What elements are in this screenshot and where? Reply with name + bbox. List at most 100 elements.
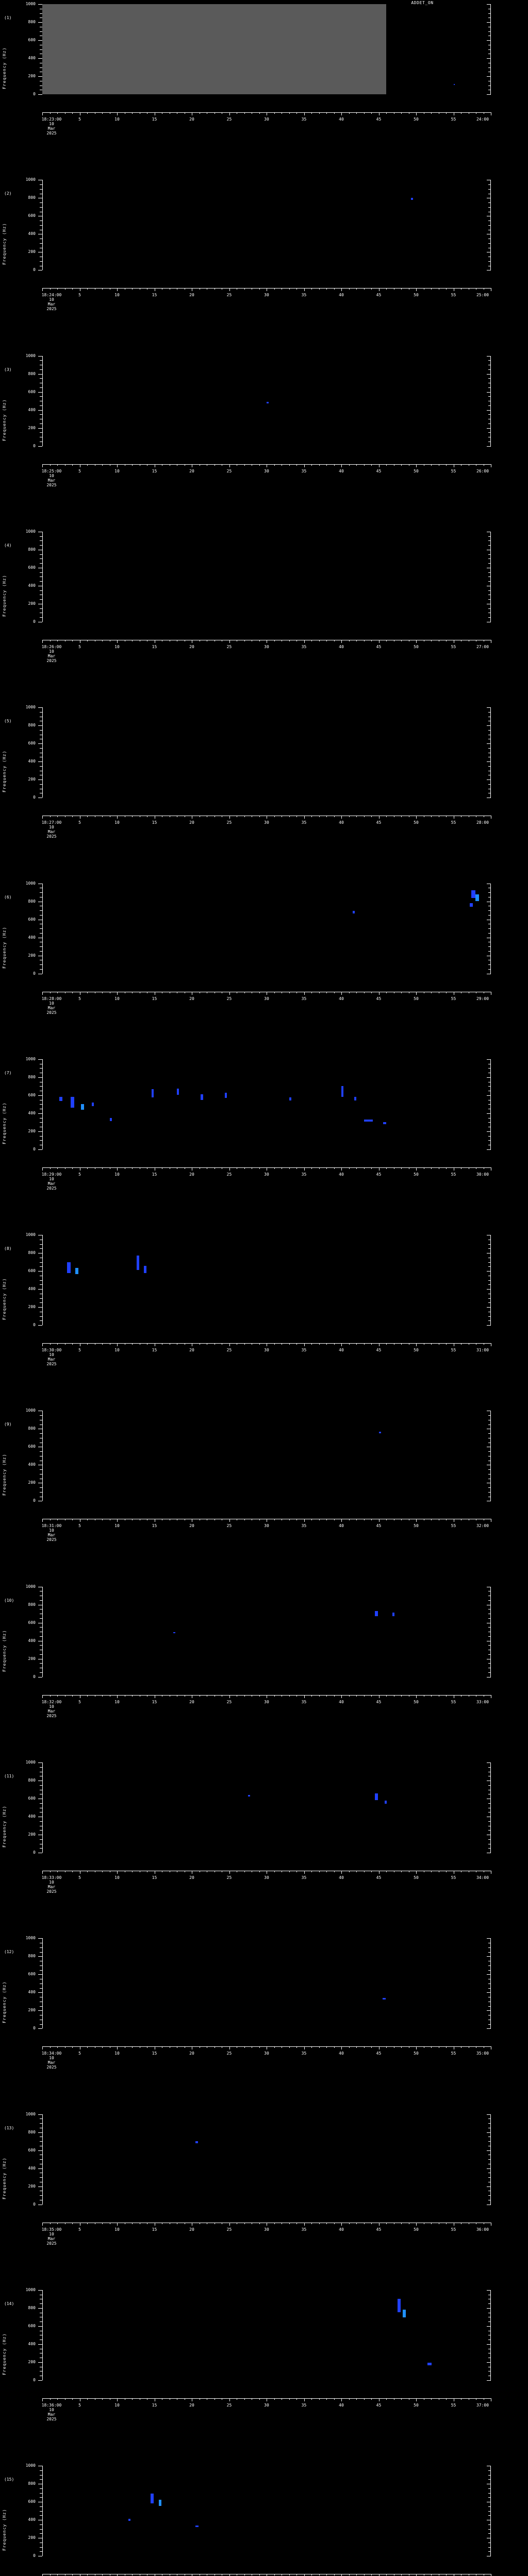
y-tick-right: [488, 31, 491, 32]
y-tick-label: 0: [33, 443, 36, 448]
x-axis-end-label: 31:00: [476, 1348, 489, 1353]
x-tick: [289, 112, 290, 114]
x-tick: [378, 1167, 380, 1171]
x-tick: [274, 2398, 275, 2400]
y-tick-label: 400: [28, 1110, 36, 1115]
y-tick-right: [488, 1284, 491, 1285]
x-axis-date-month: Mar: [47, 829, 56, 835]
x-tick: [87, 1343, 88, 1345]
x-tick: [334, 639, 335, 641]
x-tick: [102, 2574, 103, 2576]
y-tick-right: [488, 423, 491, 424]
detection-mark: [136, 1256, 140, 1270]
y-tick-right: [488, 1122, 491, 1123]
x-tick-label: 10: [114, 820, 120, 825]
y-axis-left-spine: [42, 1762, 43, 1853]
x-axis-end-label: 33:00: [476, 1699, 489, 1704]
x-tick: [341, 2046, 342, 2050]
y-tick: [40, 540, 42, 541]
y-tick: [40, 2024, 42, 2025]
x-tick: [326, 991, 327, 993]
y-tick: [40, 405, 42, 406]
y-tick-right: [488, 1492, 491, 1493]
x-tick-label: 25: [226, 293, 232, 298]
x-tick: [132, 1519, 133, 1521]
x-tick: [117, 991, 118, 995]
x-axis-date-month: Mar: [47, 653, 56, 658]
x-tick: [364, 1871, 365, 1872]
y-tick: [40, 2547, 42, 2548]
y-tick: [40, 13, 42, 14]
y-tick: [38, 2326, 42, 2327]
x-tick: [72, 1167, 73, 1169]
x-tick: [416, 2222, 417, 2226]
y-tick-right: [488, 558, 491, 560]
x-tick: [214, 112, 215, 114]
x-tick-label: 5: [78, 1172, 81, 1177]
y-tick-right: [487, 58, 491, 59]
x-tick: [386, 1871, 387, 1872]
y-tick-right: [488, 2533, 491, 2534]
x-tick: [416, 112, 417, 115]
x-tick: [296, 991, 297, 993]
x-tick-label: 45: [376, 1172, 382, 1177]
y-tick-right: [488, 2024, 491, 2025]
y-tick: [40, 590, 42, 591]
x-tick: [378, 2046, 380, 2050]
y-tick-right: [488, 1104, 491, 1105]
y-tick-label: 200: [28, 249, 36, 255]
x-tick: [132, 2574, 133, 2576]
y-tick-label: 800: [28, 899, 36, 904]
y-tick: [40, 184, 42, 185]
x-tick: [401, 816, 402, 818]
x-tick-label: 30: [264, 820, 269, 825]
y-tick: [40, 2470, 42, 2471]
panel-index-label: (8): [4, 1246, 12, 1251]
x-tick: [371, 2398, 372, 2400]
x-tick: [50, 1871, 51, 1872]
x-tick: [274, 1871, 275, 1872]
y-tick: [38, 1956, 42, 1957]
y-tick: [40, 2303, 42, 2304]
y-tick-label: 400: [28, 2165, 36, 2171]
x-tick-label: 50: [414, 2051, 419, 2056]
y-tick: [40, 2551, 42, 2552]
y-tick-label: 1000: [25, 529, 36, 534]
y-tick-right: [487, 428, 491, 429]
panel-index-label: (10): [4, 1598, 14, 1603]
y-tick: [38, 374, 42, 375]
detection-mark: [385, 1800, 387, 1804]
y-tick-label: 800: [28, 547, 36, 552]
x-axis-date-month: Mar: [47, 2060, 56, 2065]
x-axis-date-year: 2025: [46, 834, 57, 839]
x-tick: [259, 1871, 260, 1872]
y-tick-right: [488, 1654, 491, 1655]
y-tick-label: 800: [28, 371, 36, 376]
y-tick: [40, 1136, 42, 1137]
x-axis-start-label: 18:34:00 10 Mar 2025: [42, 2051, 62, 2070]
x-tick: [326, 1871, 327, 1872]
detection-mark: [453, 83, 455, 85]
x-tick-label: 45: [376, 293, 382, 298]
x-tick-label: 55: [451, 1875, 456, 1880]
y-tick-right: [487, 355, 491, 357]
x-tick: [431, 816, 432, 818]
x-tick-label: 20: [189, 468, 194, 473]
x-tick-label: 55: [451, 468, 456, 473]
x-tick: [349, 1871, 350, 1872]
x-tick: [311, 1343, 312, 1345]
detection-mark: [471, 890, 475, 899]
x-tick: [431, 639, 432, 641]
x-tick-label: 40: [339, 1348, 344, 1353]
x-tick: [42, 2574, 43, 2576]
y-tick-right: [487, 2132, 491, 2133]
x-tick: [304, 1343, 305, 1347]
y-tick: [38, 1325, 42, 1326]
x-tick-label: 15: [152, 293, 157, 298]
x-axis-start-label: 18:27:00 10 Mar 2025: [42, 820, 62, 839]
y-tick-right: [488, 608, 491, 609]
x-tick-label: 45: [376, 1699, 382, 1704]
x-tick-label: 50: [414, 644, 419, 649]
x-axis-start-label: 18:35:00 10 Mar 2025: [42, 2227, 62, 2246]
x-tick: [446, 1167, 447, 1169]
